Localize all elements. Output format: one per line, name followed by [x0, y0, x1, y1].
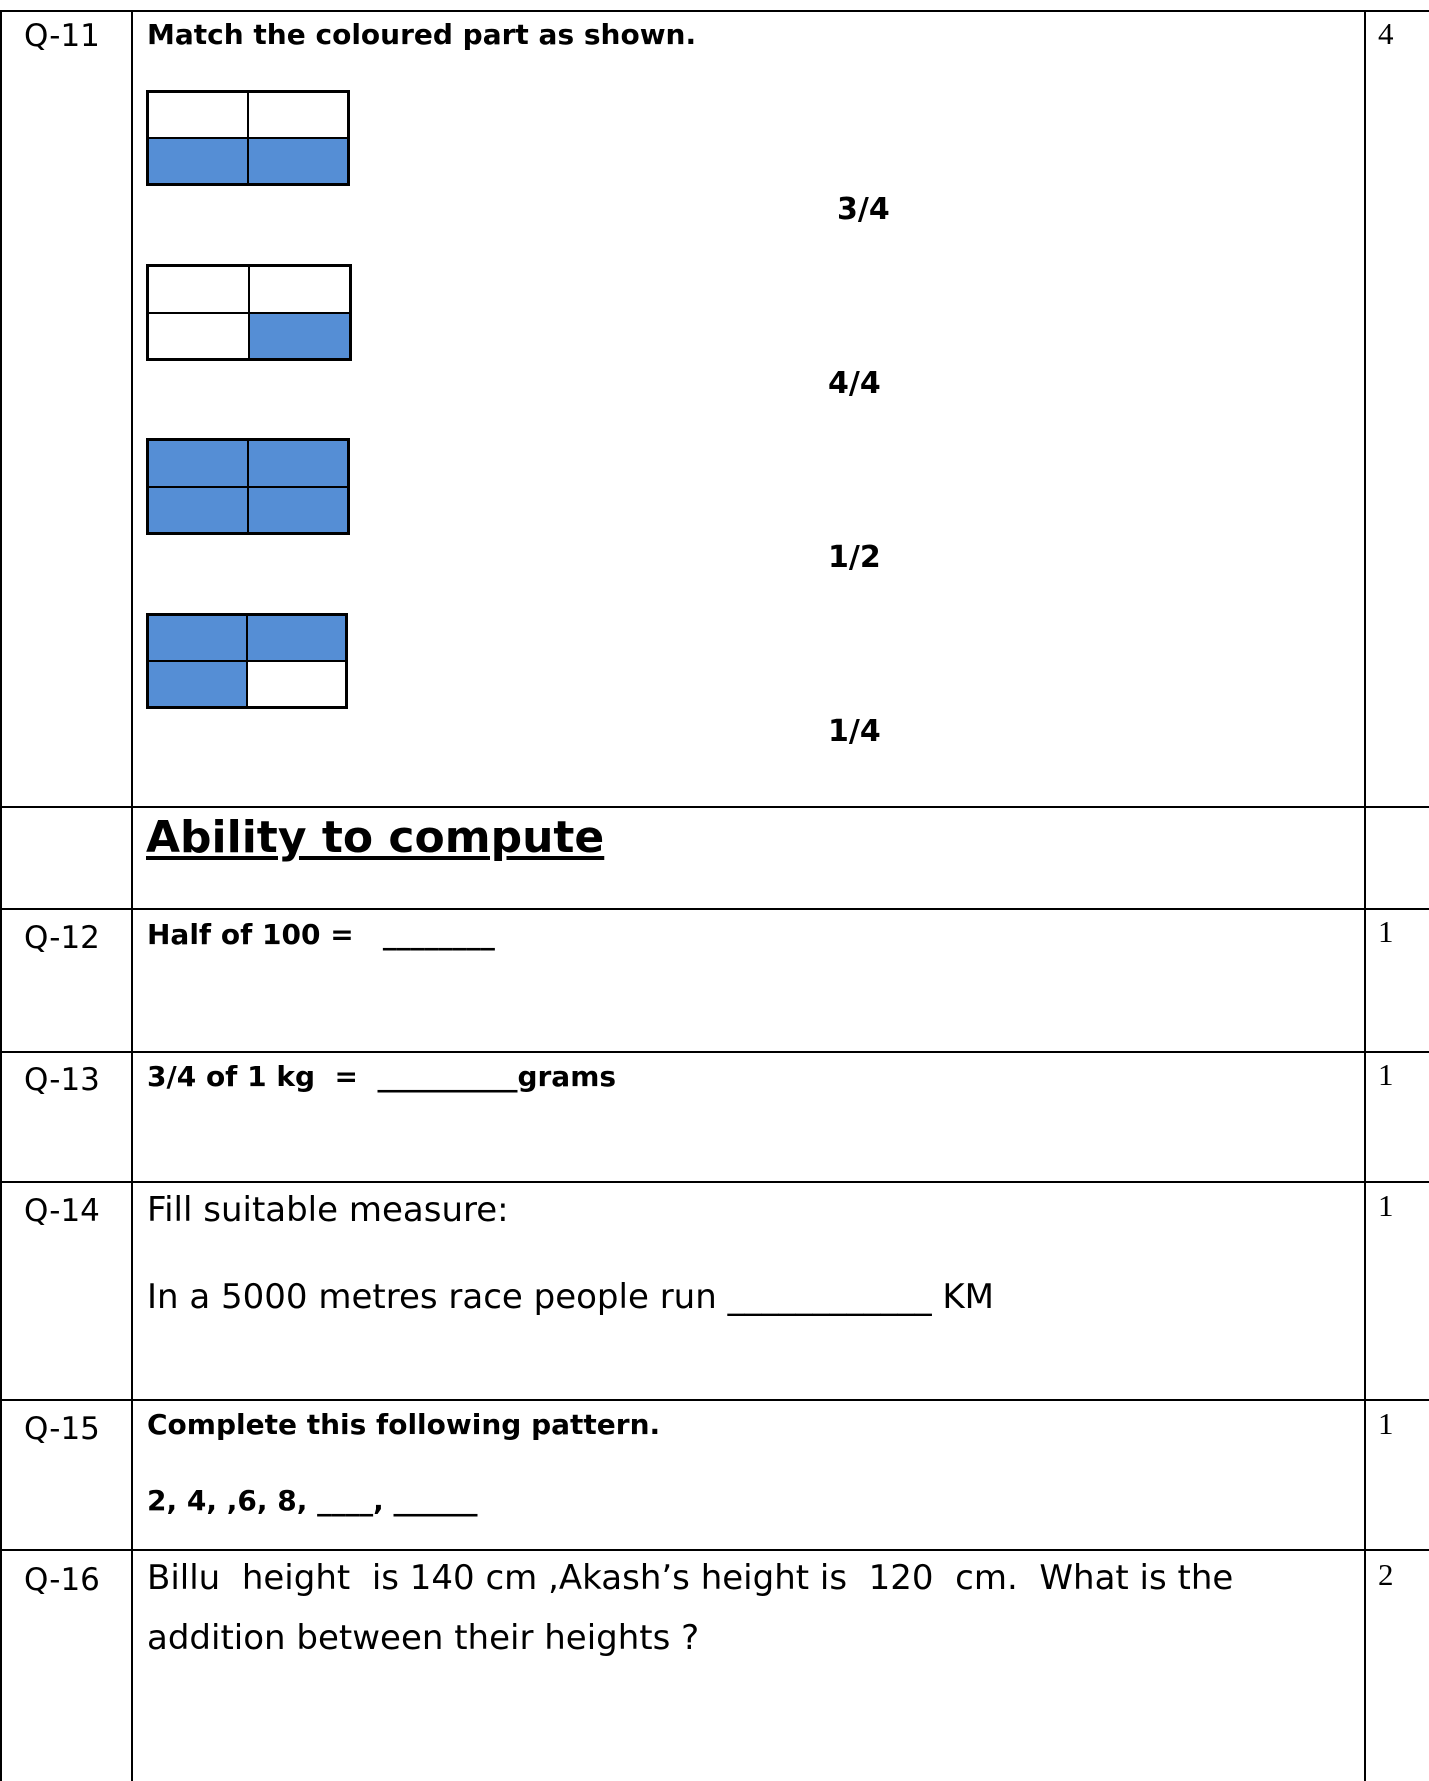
row-border-q12-bottom: [0, 1051, 1429, 1053]
section-heading: Ability to compute: [146, 812, 605, 863]
unshaded-cell: [249, 266, 350, 313]
question-marks: 1: [1378, 1188, 1394, 1223]
row-border-q11-bottom: [0, 806, 1429, 808]
unshaded-cell: [247, 661, 346, 707]
shaded-cell: [247, 615, 346, 661]
col-border-left: [0, 10, 2, 1781]
shaded-cell: [148, 486, 248, 533]
question-text: Complete this following pattern.: [147, 1408, 661, 1441]
row-border-q14-bottom: [0, 1399, 1429, 1401]
col-border-number: [131, 10, 133, 1781]
question-text: In a 5000 metres race people run _______…: [147, 1277, 995, 1317]
shaded-cell: [148, 615, 247, 661]
shaded-cell: [148, 661, 247, 707]
question-text: Fill suitable measure:: [147, 1190, 509, 1230]
question-number: Q-14: [24, 1193, 100, 1229]
unshaded-cell: [248, 92, 348, 138]
row-border-top: [0, 10, 1429, 12]
question-marks: 1: [1378, 1406, 1394, 1441]
shaded-cell: [148, 138, 248, 184]
question-number: Q-13: [24, 1062, 100, 1098]
unshaded-cell: [148, 312, 249, 359]
col-border-marks: [1364, 10, 1366, 1781]
question-text: addition between their heights ?: [147, 1618, 700, 1658]
match-option: 4/4: [828, 366, 881, 401]
row-border-q15-bottom: [0, 1549, 1429, 1551]
question-marks: 1: [1378, 914, 1394, 949]
fraction-figure-2: [146, 264, 352, 361]
match-option: 1/2: [828, 540, 881, 575]
unshaded-cell: [148, 266, 249, 313]
question-number: Q-15: [24, 1411, 100, 1447]
shaded-cell: [249, 312, 350, 359]
question-marks: 1: [1378, 1057, 1394, 1092]
question-number: Q-12: [24, 920, 100, 956]
shaded-cell: [248, 138, 348, 184]
row-border-heading-bottom: [0, 908, 1429, 910]
match-option: 3/4: [837, 192, 890, 227]
fraction-figure-1: [146, 90, 350, 186]
shaded-cell: [148, 440, 248, 487]
question-text: 3/4 of 1 kg = __________grams: [147, 1060, 617, 1093]
question-text: Billu height is 140 cm ,Akash’s height i…: [147, 1558, 1234, 1598]
shaded-cell: [248, 440, 348, 487]
question-prompt: Match the coloured part as shown.: [147, 18, 697, 51]
question-text: Half of 100 = ________: [147, 918, 495, 951]
question-text: 2, 4, ,6, 8, ____, ______: [147, 1484, 478, 1517]
unshaded-cell: [148, 92, 248, 138]
question-marks: 2: [1378, 1557, 1394, 1592]
question-number: Q-11: [24, 18, 100, 54]
question-number: Q-16: [24, 1562, 100, 1598]
fraction-figure-3: [146, 438, 350, 535]
question-marks: 4: [1378, 16, 1394, 51]
fraction-figure-4: [146, 613, 348, 709]
shaded-cell: [248, 486, 348, 533]
match-option: 1/4: [828, 714, 881, 749]
row-border-q13-bottom: [0, 1181, 1429, 1183]
